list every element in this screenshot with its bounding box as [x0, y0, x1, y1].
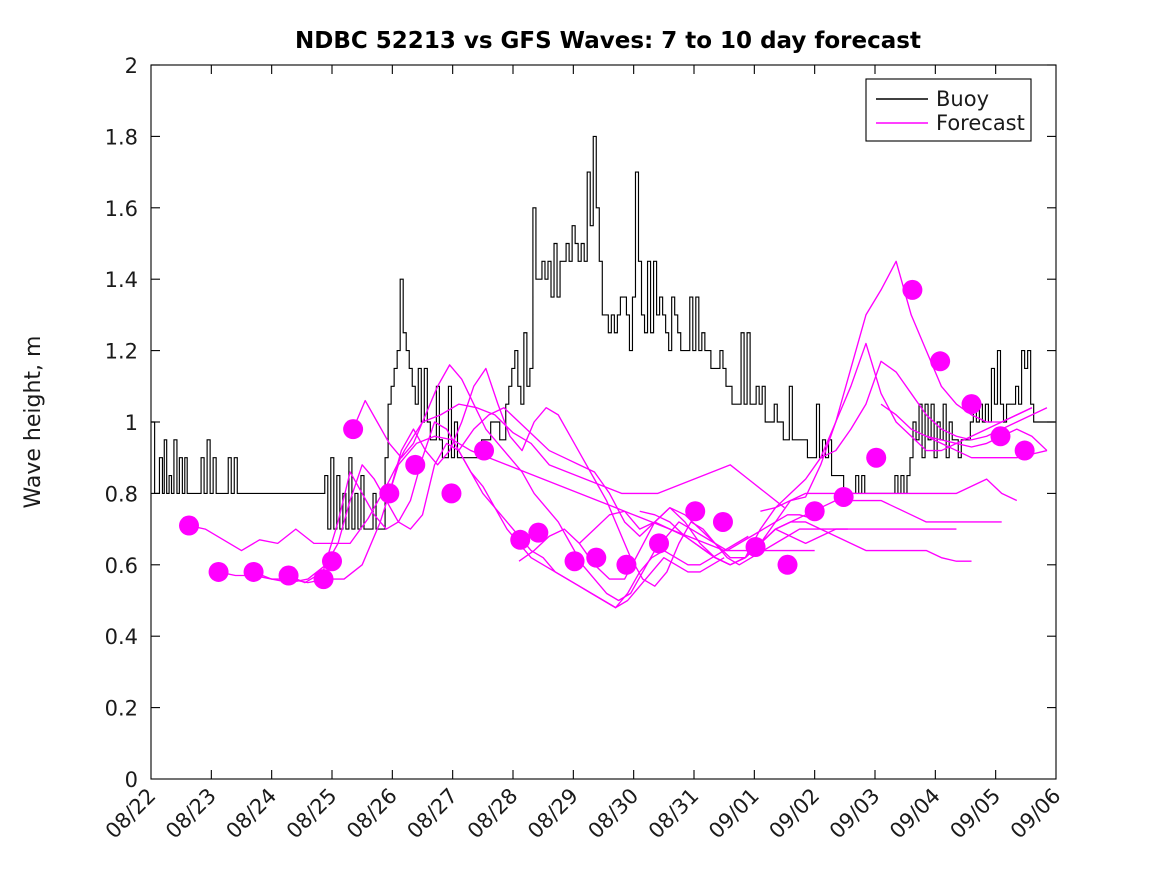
y-tick-label: 2 — [125, 54, 138, 78]
forecast-marker-dot — [474, 440, 495, 461]
forecast-series-line — [458, 407, 957, 559]
y-tick-label: 1.4 — [105, 268, 138, 292]
y-tick-label: 1.8 — [105, 125, 138, 149]
buoy-series-line — [151, 135, 1055, 530]
y-tick-label: 1.2 — [105, 340, 138, 364]
forecast-marker-dot — [586, 547, 607, 568]
y-axis-label-text: Wave height, m — [21, 336, 46, 509]
forecast-marker-dot — [243, 561, 264, 582]
chart-title: NDBC 52213 vs GFS Waves: 7 to 10 day for… — [295, 28, 921, 54]
forecast-marker-dot — [405, 454, 426, 475]
forecast-marker-dot — [441, 483, 462, 504]
forecast-series-line — [388, 367, 848, 587]
forecast-series-line — [820, 360, 1048, 459]
chart-legend: Buoy Forecast — [865, 78, 1032, 142]
forecast-marker-dot — [379, 483, 400, 504]
forecast-marker-dot — [343, 419, 364, 440]
forecast-marker-dot — [930, 351, 951, 372]
forecast-marker-dot — [745, 536, 766, 557]
forecast-series-line — [253, 442, 725, 609]
forecast-marker-dot — [313, 569, 334, 590]
forecast-marker-dot — [278, 565, 299, 586]
forecast-marker-dot — [961, 394, 982, 415]
plot-frame — [150, 64, 1057, 780]
forecast-marker-dot — [833, 486, 854, 507]
forecast-marker-dot — [208, 561, 229, 582]
y-tick-label: 1.6 — [105, 197, 138, 221]
forecast-series-line — [188, 403, 785, 552]
forecast-marker-dot — [902, 279, 923, 300]
forecast-marker-dot — [616, 554, 637, 575]
forecast-marker-dot — [322, 551, 342, 572]
forecast-marker-dot — [179, 515, 200, 536]
forecast-series-line — [760, 260, 1033, 512]
forecast-marker-dot — [712, 511, 733, 532]
y-tick-label: 0.6 — [105, 554, 138, 578]
forecast-marker-dot — [804, 501, 825, 522]
forecast-marker-dot — [510, 529, 531, 550]
forecast-marker-dot — [990, 426, 1011, 447]
y-tick-label: 0 — [125, 768, 138, 792]
forecast-marker-dot — [1014, 440, 1035, 461]
forecast-marker-dot — [685, 501, 706, 522]
forecast-markers-group — [179, 279, 1035, 590]
legend-label-forecast: Forecast — [936, 111, 1025, 135]
forecast-marker-dot — [866, 447, 887, 468]
forecast-series-line — [880, 403, 1048, 452]
forecast-series-line — [578, 499, 1002, 566]
forecast-marker-dot — [777, 554, 798, 575]
y-tick-label: 0.4 — [105, 625, 138, 649]
y-tick-label: 1 — [125, 411, 138, 435]
y-axis-label: Wave height, m — [21, 336, 46, 509]
forecast-marker-dot — [528, 522, 549, 543]
legend-label-buoy: Buoy — [936, 87, 989, 111]
legend-background — [865, 78, 1032, 142]
y-tick-label: 0.2 — [105, 697, 138, 721]
y-axis-ticks: 0 0.2 0.4 0.6 0.8 1 1.2 1.4 1.6 1.8 2 — [105, 54, 1056, 792]
y-tick-label: 0.8 — [105, 482, 138, 506]
forecast-marker-dot — [564, 551, 585, 572]
forecast-marker-dot — [649, 533, 670, 554]
